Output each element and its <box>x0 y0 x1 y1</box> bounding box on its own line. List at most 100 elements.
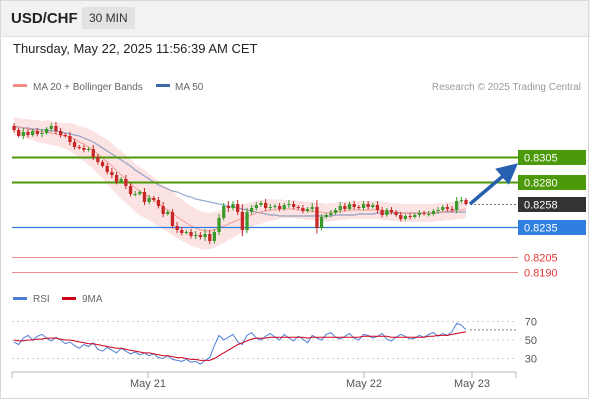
candle-body <box>315 207 319 228</box>
candle-body <box>301 208 305 211</box>
candle-body <box>347 204 352 209</box>
candle-body <box>105 166 109 172</box>
rsi-tick-label: 30 <box>525 354 537 366</box>
candle-body <box>194 235 198 236</box>
level-label-last-bg <box>518 197 586 212</box>
candle-body <box>268 207 272 208</box>
ma50-legend-swatch <box>156 84 170 87</box>
candle-body <box>147 198 151 202</box>
candle-body <box>100 162 105 166</box>
candle-body <box>236 204 240 212</box>
ma50-line <box>14 126 466 217</box>
candle-body <box>40 133 44 134</box>
candle-body <box>138 192 142 194</box>
candle-body <box>82 148 86 150</box>
candle-body <box>250 208 254 212</box>
candle-body <box>91 149 95 157</box>
candle-body <box>319 217 324 228</box>
candle-body <box>273 206 277 207</box>
level-labels: 0.8305 0.8280 0.8258 0.8235 0.8205 0.8190 <box>518 150 586 280</box>
candle-body <box>259 203 263 205</box>
candle-body <box>45 129 49 133</box>
candle-body <box>338 206 342 210</box>
x-tick-label: May 22 <box>346 378 382 390</box>
candle-body <box>343 206 347 209</box>
candle-body <box>222 206 226 218</box>
candle-body <box>278 206 282 209</box>
candle-body <box>17 130 21 136</box>
candle-body <box>128 186 133 194</box>
candle-body <box>133 194 137 195</box>
candle-body <box>361 204 366 208</box>
timeframe-button[interactable]: 30 MIN <box>82 7 135 29</box>
level-label-support: 0.8205 <box>524 253 558 265</box>
level-label-pivot: 0.8235 <box>524 223 558 235</box>
level-label-support: 0.8190 <box>524 268 558 280</box>
candle-body <box>114 175 119 182</box>
candle-body <box>59 131 63 135</box>
candle-body <box>166 212 170 214</box>
candle-body <box>455 201 459 210</box>
candle-body <box>119 179 123 182</box>
x-tick-label: May 21 <box>130 378 166 390</box>
candle-body <box>198 235 203 237</box>
candle-body <box>385 210 389 215</box>
candle-body <box>189 232 193 236</box>
candle-body <box>254 205 258 208</box>
candle-body <box>175 226 179 230</box>
candle-body <box>180 230 184 233</box>
rsi-ma-legend-label: 9MA <box>82 294 103 305</box>
candle-body <box>231 204 235 208</box>
ma50-legend-label: MA 50 <box>175 82 204 93</box>
bollinger-band <box>14 117 466 250</box>
candle-body <box>161 206 165 214</box>
candle-body <box>417 213 422 215</box>
top-bar: USD/CHF 30 MIN <box>0 0 590 36</box>
candle-body <box>282 205 286 209</box>
candle-body <box>49 126 53 129</box>
candle-body <box>86 149 91 150</box>
candle-body <box>152 198 156 200</box>
candle-body <box>296 207 300 208</box>
candle-body <box>431 211 436 214</box>
candle-body <box>124 179 128 186</box>
candle-body <box>329 213 333 215</box>
candle-body <box>226 206 230 208</box>
level-label-resistance: 0.8305 <box>524 153 558 165</box>
candle-body <box>292 204 296 207</box>
candle-body <box>156 200 161 206</box>
candle-body <box>96 157 100 162</box>
candle-body <box>72 142 77 147</box>
rsi-panel: 70 50 30 <box>12 317 537 366</box>
candle-body <box>245 212 249 230</box>
candle-body <box>54 126 58 131</box>
timestamp: Thursday, May 22, 2025 11:56:39 AM CET <box>13 41 258 56</box>
candle-body <box>310 207 314 209</box>
candle-body <box>441 207 445 210</box>
rsi-ma-legend-swatch <box>62 297 76 300</box>
bollinger-fill <box>14 117 466 250</box>
candle-body <box>203 234 207 237</box>
candle-body <box>264 203 268 208</box>
candle-body <box>403 216 408 219</box>
candle-body <box>380 210 384 215</box>
candle-body <box>399 215 403 219</box>
candle-body <box>408 216 412 217</box>
candle-body <box>170 212 175 226</box>
candle-body <box>35 131 39 134</box>
candle-body <box>436 210 440 211</box>
ma20-legend-label: MA 20 + Bollinger Bands <box>33 82 143 93</box>
candle-body <box>375 205 380 210</box>
level-label-resistance: 0.8280 <box>524 178 558 190</box>
candle-body <box>217 218 221 232</box>
x-tick-label: May 23 <box>454 378 490 390</box>
candle-body <box>352 204 356 207</box>
candle-body <box>68 136 72 142</box>
trend-arrow <box>468 163 519 206</box>
rsi-legend-swatch <box>13 297 27 300</box>
candle-body <box>394 212 398 215</box>
candle-body <box>12 126 16 130</box>
candle-body <box>357 207 361 208</box>
candlesticks <box>12 122 468 245</box>
